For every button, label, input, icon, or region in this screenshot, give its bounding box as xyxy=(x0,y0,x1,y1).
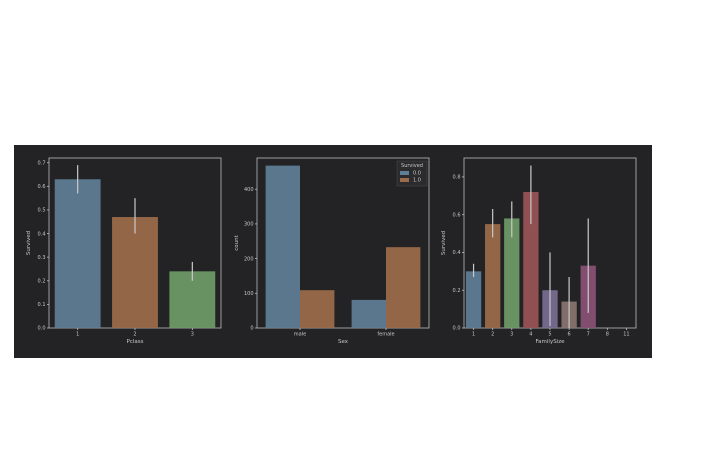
plot-frame xyxy=(256,157,430,329)
y-axis-label: Survived xyxy=(441,231,447,255)
y-tick-label: 0.1 xyxy=(38,302,46,308)
x-tick-label: 8 xyxy=(606,332,609,338)
bar xyxy=(169,271,216,328)
y-tick-label: 300 xyxy=(244,222,254,228)
y-axis-label: count xyxy=(234,234,240,250)
bar xyxy=(351,299,386,328)
y-tick-label: 0.8 xyxy=(453,175,461,181)
bar xyxy=(485,224,501,328)
y-tick-label: 0.4 xyxy=(38,231,46,237)
x-tick-label: 11 xyxy=(623,332,629,338)
y-axis-label: Survived xyxy=(26,231,32,255)
bar xyxy=(265,165,300,328)
y-tick-label: 0.0 xyxy=(38,326,46,332)
x-axis-label: FamilySize xyxy=(536,339,566,345)
x-tick-label: 2 xyxy=(491,332,494,338)
legend-label: 1.0 xyxy=(413,178,421,184)
y-tick-label: 100 xyxy=(244,291,254,297)
y-tick-label: 0.2 xyxy=(38,278,46,284)
y-tick-label: 0.5 xyxy=(38,208,46,214)
x-axis-label: Sex xyxy=(338,339,349,345)
y-tick-label: 0.4 xyxy=(453,250,461,256)
x-tick-label: female xyxy=(377,332,394,338)
bar xyxy=(300,290,335,328)
legend-swatch xyxy=(400,171,409,175)
x-tick-label: 5 xyxy=(548,332,551,338)
x-axis-label: Pclass xyxy=(127,339,144,345)
legend-title: Survived xyxy=(401,163,423,169)
chart-figure: 0.0 0.1 0.2 0.3 0.4 0.5 0.6 0.7 Survived 1 2 3 Pclas… xyxy=(26,157,637,345)
figure-canvas: 0.0 0.1 0.2 0.3 0.4 0.5 0.6 0.7 Survived 1 2 3 Pclas… xyxy=(14,145,652,358)
bar xyxy=(465,271,482,328)
x-tick-label: 1 xyxy=(76,332,79,338)
familysize-chart: 0.0 0.2 0.4 0.6 0.8 Survived 1 2 3 4 5 6 7 8 11 FamilyS… xyxy=(441,157,637,345)
y-tick-label: 200 xyxy=(244,256,254,262)
x-tick-label: 3 xyxy=(191,332,194,338)
x-tick-label: 3 xyxy=(510,332,513,338)
bar xyxy=(504,218,520,328)
y-tick-label: 0.6 xyxy=(38,184,46,190)
pclass-chart: 0.0 0.1 0.2 0.3 0.4 0.5 0.6 0.7 Survived 1 2 3 Pclas… xyxy=(26,157,222,345)
y-tick-label: 400 xyxy=(244,187,254,193)
x-tick-label: 1 xyxy=(472,332,475,338)
y-tick-label: 0.7 xyxy=(38,160,46,166)
y-tick-label: 0.2 xyxy=(453,288,461,294)
legend-swatch xyxy=(400,178,409,182)
bar xyxy=(54,179,101,328)
x-tick-label: 6 xyxy=(568,332,571,338)
bar xyxy=(523,192,539,328)
legend-label: 0.0 xyxy=(413,171,421,177)
x-tick-label: 2 xyxy=(133,332,136,338)
y-tick-label: 0.0 xyxy=(453,326,461,332)
bar xyxy=(386,247,421,328)
bar xyxy=(112,217,158,328)
y-tick-label: 0 xyxy=(250,326,253,332)
x-tick-label: male xyxy=(294,332,306,338)
x-tick-label: 7 xyxy=(587,332,590,338)
sex-chart: 0 100 200 300 400 count male female Sex Survived 0… xyxy=(234,157,430,345)
y-tick-label: 0.3 xyxy=(38,255,46,261)
y-tick-label: 0.6 xyxy=(453,212,461,218)
x-tick-label: 4 xyxy=(529,332,532,338)
